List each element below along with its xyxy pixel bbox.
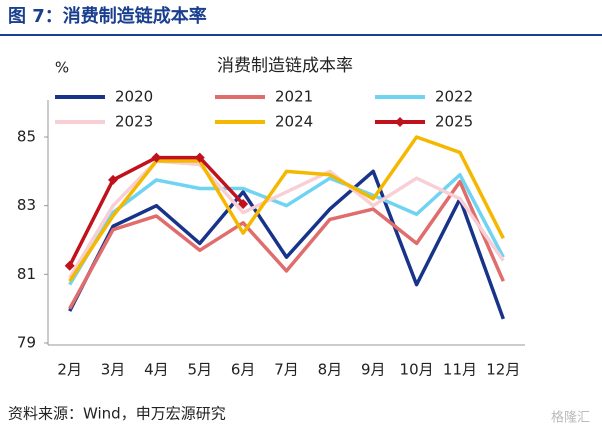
x-tick-label: 11月 [443, 361, 477, 379]
legend-label: 2022 [435, 88, 473, 106]
legend-label: 2020 [115, 88, 153, 106]
series-line [68, 135, 505, 283]
x-tick-label: 9月 [361, 361, 386, 379]
legend-label: 2024 [275, 113, 313, 131]
source: 资料来源：Wind，申万宏源研究 [8, 405, 226, 423]
watermark: 格隆汇 [551, 410, 590, 426]
x-tick-label: 3月 [101, 361, 126, 379]
legend-label: 2025 [435, 113, 473, 131]
chart-title: 消费制造链成本率 [217, 56, 353, 76]
point [194, 152, 205, 163]
x-tick-label: 10月 [400, 361, 434, 379]
series-line [68, 179, 505, 310]
y-tick-label: 81 [17, 265, 36, 283]
x-tick-label: 8月 [318, 361, 343, 379]
x-tick-label: 6月 [231, 361, 256, 379]
y-tick-label: 85 [17, 128, 36, 146]
x-tick-label: 5月 [187, 361, 212, 379]
legend-label: 2023 [115, 113, 153, 131]
point [238, 198, 249, 209]
legend-marker [395, 117, 405, 127]
y-tick-label: 83 [17, 196, 36, 214]
y-tick-label: 79 [17, 334, 36, 352]
page-title: 图 7：消费制造链成本率 [8, 5, 207, 27]
series-line [68, 173, 505, 286]
series-line [68, 155, 245, 267]
series-line [68, 159, 505, 279]
series-line [68, 169, 505, 320]
x-tick-label: 12月 [486, 361, 520, 379]
y-axis-label: % [55, 59, 69, 77]
point [151, 152, 162, 163]
point [64, 260, 75, 271]
x-tick-label: 7月 [274, 361, 299, 379]
x-tick-label: 4月 [144, 361, 169, 379]
point [108, 174, 119, 185]
x-tick-label: 2月 [57, 361, 82, 379]
legend-label: 2021 [275, 88, 313, 106]
